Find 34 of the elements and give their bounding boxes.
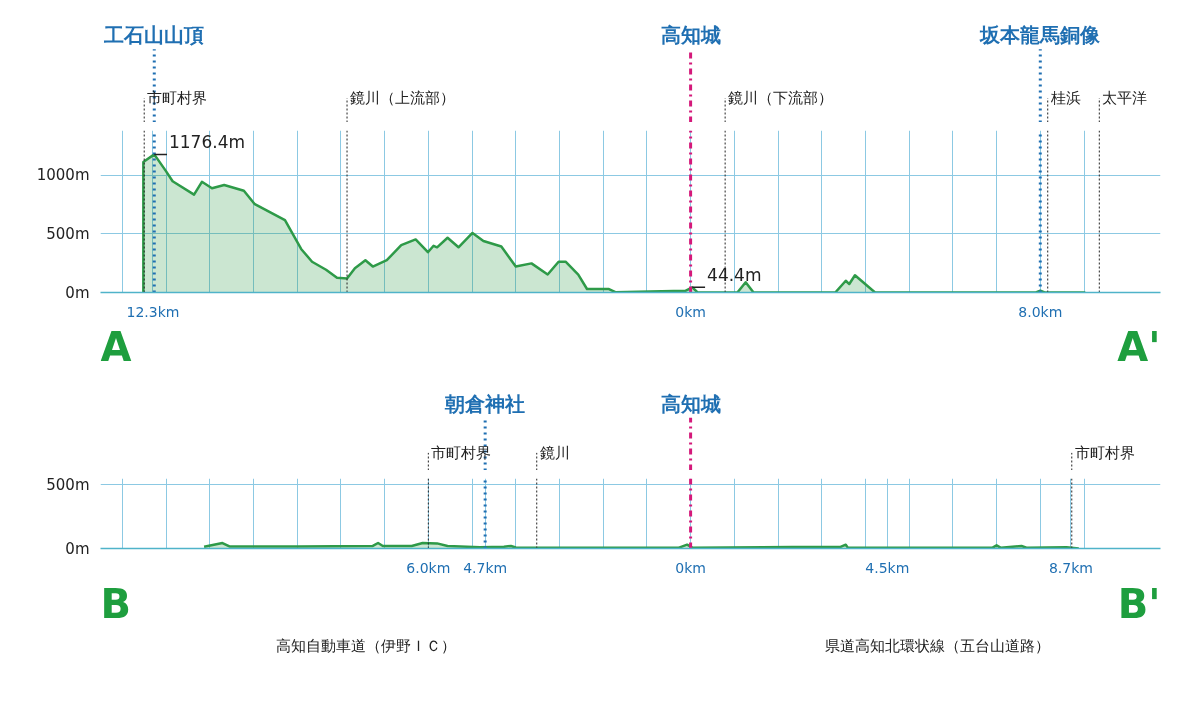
y-tick-label: 500m — [46, 224, 90, 243]
x-tick-label: 0km — [675, 303, 706, 320]
text: A — [100, 323, 132, 370]
y-tick-label: 500m — [46, 475, 90, 494]
x-tick-label: 8.7km — [1048, 559, 1093, 576]
annotation: 1176.4m — [168, 132, 246, 153]
text: 県道高知北環状線（五台山道路） — [825, 637, 1051, 656]
text: B — [100, 581, 131, 628]
ref-line-label: 高知城 — [660, 22, 721, 47]
text: B' — [1117, 581, 1161, 628]
ref-line-label: 坂本龍馬銅像 — [979, 22, 1102, 47]
text: A' — [1117, 323, 1161, 370]
text: 高知自動車道（伊野ＩＣ） — [275, 637, 456, 656]
x-tick-label: 4.5km — [865, 559, 910, 576]
ref-line-label: 朝倉神社 — [444, 391, 526, 416]
ref-line-label: 高知城 — [660, 391, 721, 416]
ref-line-label: 鏡川（上流部） — [350, 89, 456, 108]
ref-line-label: 太平洋 — [1102, 89, 1148, 108]
y-tick-label: 0m — [65, 283, 90, 302]
x-tick-label: 6.0km — [406, 559, 451, 576]
ref-line-label: 市町村界 — [431, 443, 492, 462]
y-tick-label: 0m — [65, 539, 90, 558]
ref-line-label: 市町村界 — [147, 89, 208, 108]
x-tick-label: 4.7km — [463, 559, 508, 576]
y-tick-label: 1000m — [36, 166, 90, 185]
annotation: 44.4m — [707, 265, 762, 286]
ref-line-label: 鏡川（下流部） — [728, 89, 834, 108]
x-tick-label: 12.3km — [126, 303, 180, 320]
ref-line-label: 工石山山頂 — [103, 22, 205, 47]
x-tick-label: 0km — [675, 559, 706, 576]
ref-line-label: 市町村界 — [1074, 443, 1135, 462]
x-tick-label: 8.0km — [1018, 303, 1063, 320]
ref-line-label: 桂浜 — [1049, 89, 1081, 108]
legend-label: 鏡川 — [539, 443, 570, 462]
